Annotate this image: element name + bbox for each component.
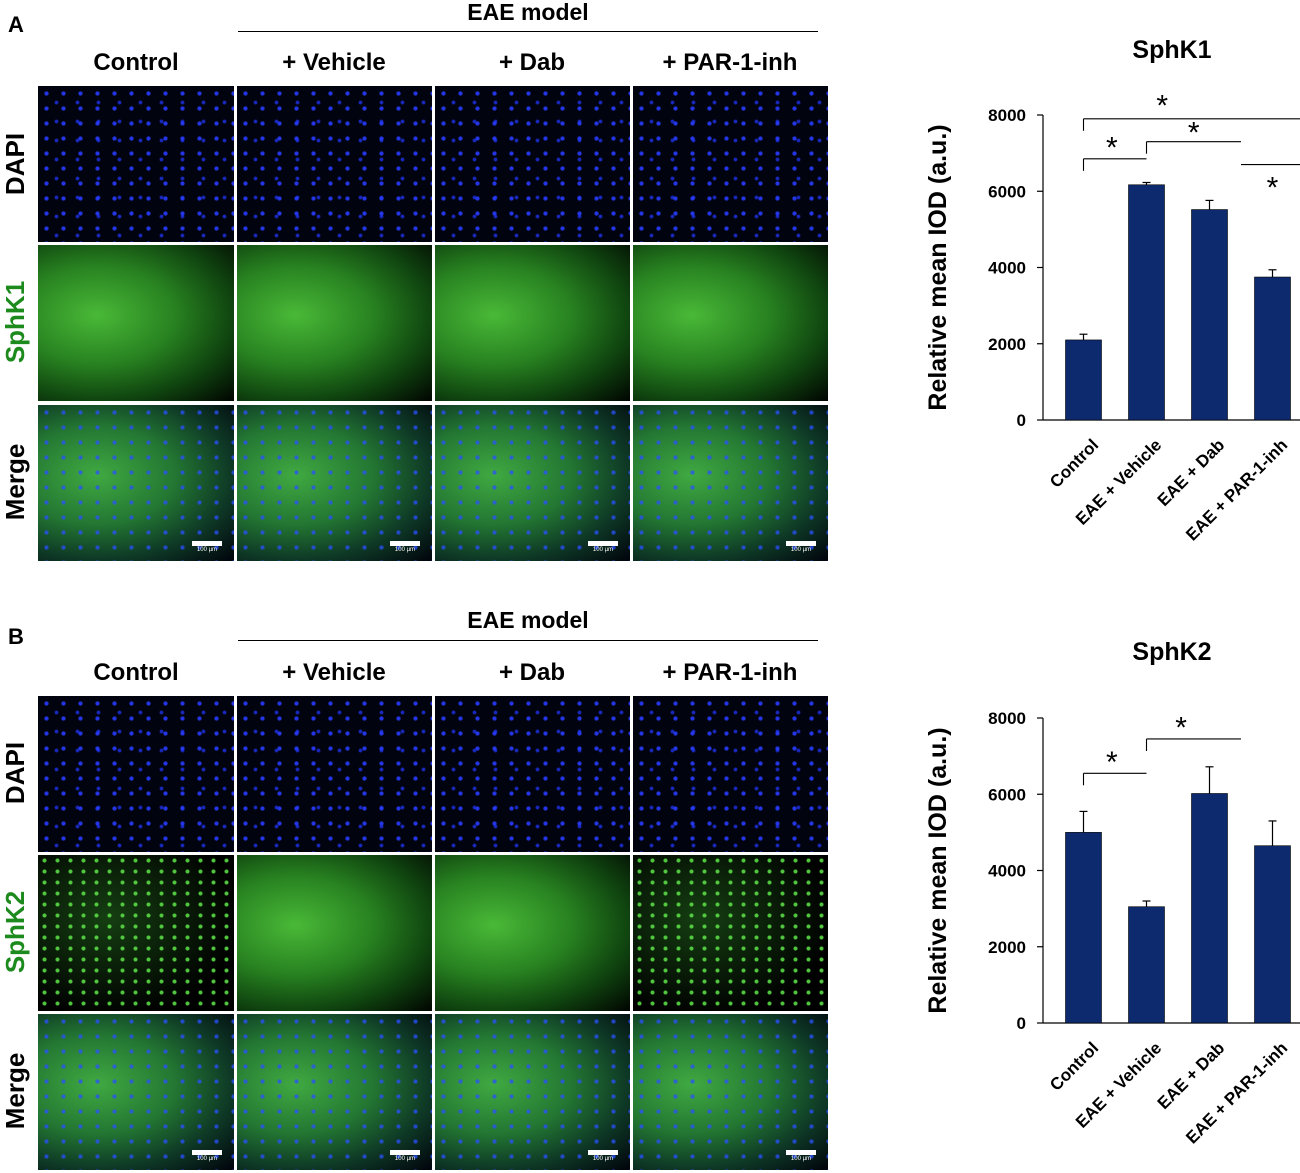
panel-a-col-par1: + PAR-1-inh [662,49,798,76]
scale-bar: 100 µm [390,1150,420,1162]
panel-b-dapi-vehicle-image [237,696,432,852]
y-tick-label: 2000 [988,335,1026,354]
scale-bar: 100 µm [588,1150,618,1162]
bar [1254,276,1291,421]
panel-b-col-control: Control [93,659,179,686]
panel-a-row-sphk1: SphK1 [0,280,30,364]
bar [1191,209,1228,421]
panel-b-col-dab: + Dab [498,659,566,686]
chart-title: SphK1 [1132,36,1211,64]
bar [1065,339,1102,421]
scale-bar: 100 µm [390,541,420,553]
significance-star: * [1106,746,1118,779]
panel-a-merge-vehicle-image: 100 µm [237,405,432,561]
panel-b-row-dapi: DAPI [0,741,30,805]
panel-b-col-vehicle: + Vehicle [282,659,386,686]
panel-a-dapi-dab-image [435,86,630,242]
y-tick-label: 4000 [988,259,1026,278]
panel-a-group-title: EAE model [467,0,589,25]
y-tick-label: 0 [1017,411,1026,430]
panel-a-dapi-control-image [38,86,234,242]
panel-a-group-line [238,31,818,32]
significance-star: * [1106,132,1118,165]
significance-star: * [1188,116,1200,149]
y-tick-label: 4000 [988,862,1026,881]
significance-star: * [1267,172,1279,205]
panel-b-dapi-dab-image [435,696,630,852]
panel-b-sphk2-par1-image [633,855,828,1011]
panel-a-col-vehicle: + Vehicle [282,49,386,76]
panel-b-row-sphk2: SphK2 [0,890,30,974]
panel-b-dapi-control-image [38,696,234,852]
panel-a-dapi-vehicle-image [237,86,432,242]
bar [1254,845,1291,1024]
scale-bar: 100 µm [786,541,816,553]
panel-a-sphk1-dab-image [435,245,630,401]
panel-b-sphk2-control-image [38,855,234,1011]
y-tick-label: 6000 [988,182,1026,201]
panel-b-merge-vehicle-image: 100 µm [237,1014,432,1170]
y-tick-label: 2000 [988,938,1026,957]
panel-a-row-dapi: DAPI [0,132,30,196]
bar [1065,832,1102,1024]
y-axis-label: Relative mean IOD (a.u.) [924,124,952,410]
scale-bar: 100 µm [588,541,618,553]
panel-b-row-merge: Merge [0,1052,30,1130]
significance-star: * [1175,712,1187,745]
panel-a-merge-dab-image: 100 µm [435,405,630,561]
panel-a-merge-par1-image: 100 µm [633,405,828,561]
y-tick-label: 8000 [988,106,1026,125]
panel-b-group-line [238,640,818,641]
panel-b-group-title: EAE model [467,607,589,633]
panel-a-sphk1-par1-image [633,245,828,401]
x-tick-label: Control [1046,435,1102,491]
panel-b-dapi-par1-image [633,696,828,852]
panel-b-letter: B [8,624,24,649]
y-tick-label: 6000 [988,785,1026,804]
panel-a-merge-control-image: 100 µm [38,405,234,561]
y-tick-label: 8000 [988,709,1026,728]
bar [1128,906,1165,1024]
panel-a-col-dab: + Dab [498,49,566,76]
panel-a-dapi-par1-image [633,86,828,242]
panel-a-sphk1-control-image [38,245,234,401]
panel-b-col-par1: + PAR-1-inh [662,659,798,686]
panel-b-sphk2-dab-image [435,855,630,1011]
x-tick-label: Control [1046,1038,1102,1094]
significance-star: * [1156,90,1168,123]
panel-a-col-control: Control [93,49,179,76]
panel-b-merge-dab-image: 100 µm [435,1014,630,1170]
chart-title: SphK2 [1132,638,1211,666]
panel-a-sphk1-vehicle-image [237,245,432,401]
y-tick-label: 0 [1017,1014,1026,1033]
scale-bar: 100 µm [786,1150,816,1162]
panel-b-merge-par1-image: 100 µm [633,1014,828,1170]
panel-a-row-merge: Merge [0,443,30,521]
panel-b-sphk2-vehicle-image [237,855,432,1011]
bar [1128,184,1165,421]
scale-bar: 100 µm [192,1150,222,1162]
panel-a-letter: A [8,12,24,37]
panel-b-merge-control-image: 100 µm [38,1014,234,1170]
scale-bar: 100 µm [192,541,222,553]
sphk1-bar-chart: SphK1 Relative mean IOD (a.u.) 0 2000 4000 60… [924,36,1300,544]
bar [1191,793,1228,1024]
sphk2-bar-chart: SphK2 Relative mean IOD (a.u.) 0 2000 4000 60… [924,638,1300,1147]
y-axis-label: Relative mean IOD (a.u.) [924,727,952,1013]
